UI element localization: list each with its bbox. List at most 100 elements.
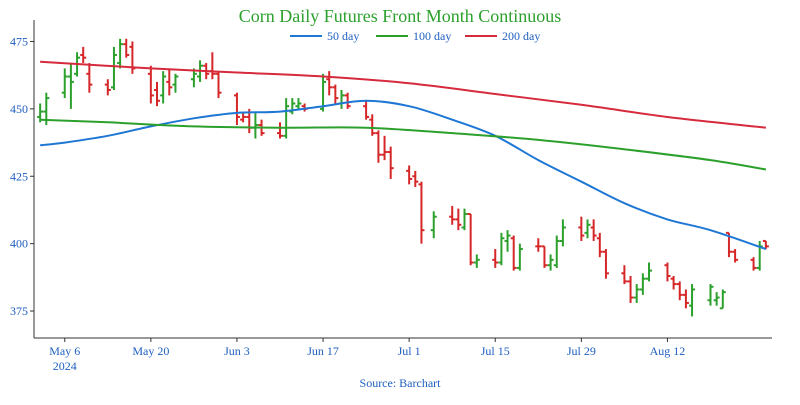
ohlc-bar [86,63,93,93]
y-axis: 375 400 425 450 475 [10,20,35,338]
ohlc-bar [338,90,345,109]
x-tick-label: Jul 15 [481,344,510,358]
ohlc-bar [277,122,283,139]
ohlc-bar [553,235,560,268]
chart-title: Corn Daily Futures Front Month Continuou… [239,6,562,26]
ohlc-bar [375,130,382,163]
x-tick-label: Jun 17 [307,344,339,358]
legend: 50 day 100 day 200 day [290,29,540,43]
ohlc-bar [713,292,720,306]
ohlc-bar [627,276,634,303]
legend-label: 200 day [502,29,540,43]
ohlc-bar [762,239,769,250]
ohlc-bar [190,68,197,88]
ohlc-bar [209,52,216,80]
ohlc-bar [578,216,585,241]
ohlc-bar [123,38,130,58]
ohlc-bar [369,114,376,136]
legend-item-100-day: 100 day [376,29,451,43]
ohlc-bar [110,46,117,90]
y-tick-label: 425 [10,169,28,183]
ohlc-bar [332,84,339,104]
ohlc-bar [233,92,240,126]
ohlc-bar [504,230,511,252]
ohlc-bar [473,254,480,268]
ohlc-bar [147,65,154,104]
ohlc-bar [492,249,499,268]
x-tick-sublabel: 2024 [53,359,77,373]
ohlc-bar [289,98,296,115]
ohlc-bar [455,208,462,231]
ohlc-bar [67,63,74,109]
ohlc-bar [689,284,696,317]
ohlc-bar [621,265,628,285]
ohlc-bar [61,68,68,99]
ohlc-bar [510,235,517,271]
x-tick-label: May 20 [132,344,169,358]
ohlc-bar [750,257,757,271]
ohlc-bar [633,284,640,303]
ohlc-bar [166,68,173,96]
ohlc-bar [602,249,609,279]
ohlc-bar [498,232,505,266]
ohlc-bar [732,249,739,263]
y-tick-label: 450 [10,102,28,116]
moving-average-lines [39,60,767,250]
ohlc-bar [461,208,468,231]
ohlc-bar [387,146,394,179]
legend-label: 100 day [413,29,451,43]
ohlc-bar [682,289,689,309]
ohlc-bar [707,284,714,306]
ohlc-bar [516,243,523,271]
ohlc-bar [326,71,333,96]
price-bars [37,38,769,317]
ohlc-bar [418,181,425,244]
ohlc-bar [154,81,160,107]
ma-line-50-day [39,99,767,250]
legend-item-50-day: 50 day [290,29,359,43]
y-tick-label: 375 [10,304,28,318]
ohlc-bar [670,276,677,290]
ohlc-bar [117,38,124,69]
ohlc-bar [467,213,474,266]
ohlc-bar [381,135,388,161]
ohlc-bar [406,165,413,185]
ohlc-bar [639,273,646,295]
legend-label: 50 day [327,29,359,43]
ohlc-bar [172,73,179,93]
ohlc-bar [363,100,370,120]
ohlc-bar [719,289,726,310]
y-tick-label: 400 [10,237,28,251]
ohlc-bar [252,111,259,139]
x-tick-label: Aug 12 [650,344,686,358]
ohlc-bar [664,262,671,282]
ma-line-100-day [40,118,767,171]
ma-line-200-day [40,60,767,129]
x-tick-label: Jul 29 [567,344,596,358]
ohlc-bar [430,211,437,239]
ohlc-bar [295,98,302,109]
x-tick-label: Jun 3 [224,344,250,358]
ohlc-bar [590,219,597,241]
ohlc-bar [104,79,111,96]
ohlc-bar [541,245,548,268]
ohlc-bar [676,281,683,301]
ohlc-bar [129,41,136,74]
legend-item-200-day: 200 day [465,29,540,43]
ohlc-bar [215,71,222,99]
ohlc-bar [412,170,419,188]
ohlc-bar [449,205,456,225]
ohlc-bar [535,238,542,252]
ohlc-bar [160,71,167,104]
ohlc-bar [596,232,603,258]
x-tick-label: May 6 [49,344,80,358]
ohlc-bar [547,254,554,271]
ohlc-bar [283,98,290,139]
source-note: Source: Barchart [360,376,442,390]
ohlc-bar [646,262,652,282]
ohlc-bar [80,46,87,64]
ohlc-bar [344,92,351,109]
